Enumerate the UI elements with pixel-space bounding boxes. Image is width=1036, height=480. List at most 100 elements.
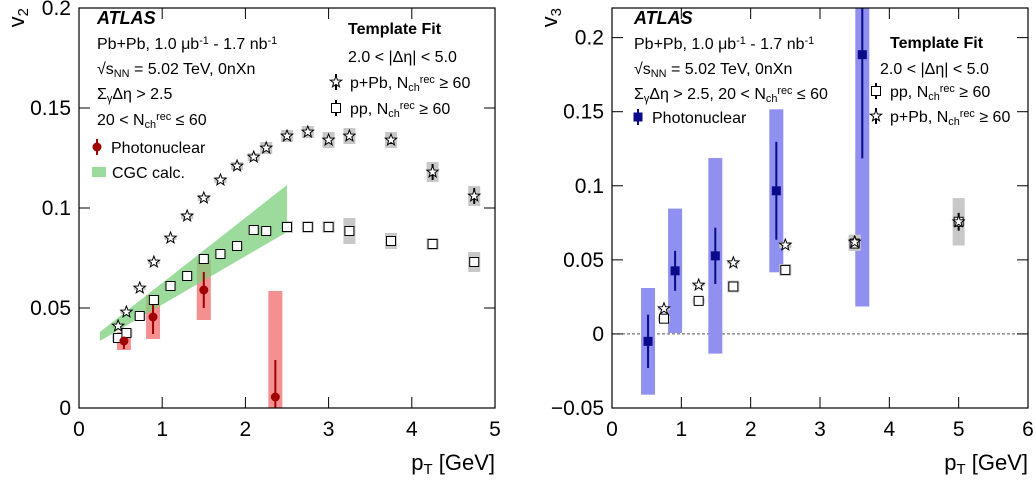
text-part: ≥ 60 <box>955 84 991 101</box>
x-tick-label: 4 <box>406 418 418 441</box>
marker <box>643 336 653 346</box>
info-line: ΣγΔη > 2.5 <box>97 86 172 105</box>
marker <box>163 230 178 245</box>
marker <box>199 285 209 295</box>
marker <box>259 140 274 155</box>
text-part: pp, N <box>350 101 388 118</box>
y-tick-label: −0.05 <box>551 397 604 420</box>
marker <box>270 392 280 402</box>
marker <box>670 266 680 276</box>
text-part: Δη > 2.5, 20 < N <box>649 86 766 103</box>
plot-area <box>612 8 1028 395</box>
y-axis-label: v2 <box>4 8 32 27</box>
marker <box>246 149 261 164</box>
x-tick-label: 2 <box>745 418 757 441</box>
legend-label: p+Pb, Nchrec ≥ 60 <box>350 74 470 94</box>
text-part: Photonuclear <box>652 110 747 127</box>
subscript: γ <box>107 93 113 105</box>
info-line: Pb+Pb, 1.0 μb-1 - 1.7 nb-1 <box>97 35 277 53</box>
marker <box>121 328 132 338</box>
y-tick-label: 0.1 <box>42 197 71 220</box>
marker <box>771 186 781 196</box>
legend-label: CGC calc. <box>112 165 185 182</box>
marker <box>132 280 147 295</box>
marker <box>119 304 134 319</box>
subscript: NN <box>114 68 130 80</box>
x-tick-label: 5 <box>953 418 965 441</box>
text-part: pp, N <box>890 84 928 101</box>
marker <box>165 281 176 291</box>
legend-label: p+Pb, Nchrec ≥ 60 <box>890 108 1010 128</box>
marker <box>282 222 292 232</box>
text-part: [GeV] <box>966 450 1028 475</box>
text-part: [GeV] <box>433 450 495 475</box>
superscript: rec <box>960 108 976 120</box>
text-part: p+Pb, N <box>890 109 948 126</box>
band <box>99 185 287 341</box>
x-tick-label: 6 <box>1022 418 1034 441</box>
x-tick-label: 1 <box>156 418 168 441</box>
superscript: -1 <box>736 35 746 47</box>
marker <box>148 312 158 322</box>
subscript: γ <box>644 93 650 105</box>
text-part: Pb+Pb, 1.0 μb <box>634 36 736 53</box>
y-tick-label: 0.2 <box>575 27 604 50</box>
marker <box>300 124 315 139</box>
superscript: rec <box>156 111 172 123</box>
subscript: ch <box>928 91 940 103</box>
text-part: v <box>4 16 29 27</box>
marker <box>425 164 440 179</box>
marker <box>633 112 643 122</box>
y-tick-label: 0 <box>59 397 71 420</box>
y-axis-label: v3 <box>537 8 565 27</box>
subscript: ch <box>145 119 157 131</box>
marker <box>386 236 396 246</box>
marker <box>693 295 704 306</box>
marker <box>148 295 159 305</box>
x-axis-label: pT [GeV] <box>944 450 1028 478</box>
text-part: Σ <box>97 86 107 103</box>
y-tick-label: 0.2 <box>42 0 71 20</box>
text-part: ≥ 60 <box>435 75 471 92</box>
info-line: 20 < Nchrec ≤ 60 <box>97 111 207 131</box>
marker <box>232 241 243 251</box>
y-tick-label: 0.15 <box>30 97 71 120</box>
atlas-label: ATLAS <box>96 8 156 28</box>
syst-box <box>268 291 283 408</box>
text-part: √s <box>97 61 114 78</box>
superscript: -1 <box>199 35 209 47</box>
marker <box>710 251 720 261</box>
x-tick-label: 0 <box>606 418 618 441</box>
subscript: 3 <box>548 8 565 16</box>
fit-title: Template Fit <box>890 35 984 52</box>
marker <box>198 254 209 264</box>
marker <box>261 226 272 236</box>
superscript: rec <box>777 85 793 97</box>
atlas-label: ATLAS <box>633 8 693 28</box>
text-part: ≥ 60 <box>975 109 1011 126</box>
text-part: - 1.7 nb <box>209 36 268 53</box>
marker <box>780 264 791 275</box>
superscript: rec <box>420 74 436 86</box>
marker <box>302 222 313 232</box>
subscript: ch <box>408 82 420 94</box>
marker <box>691 277 706 292</box>
text-part: CGC calc. <box>112 165 185 182</box>
marker <box>857 50 867 60</box>
text-part: - 1.7 nb <box>746 36 805 53</box>
info-line: ΣγΔη > 2.5, 20 < Nchrec ≤ 60 <box>634 85 828 105</box>
marker <box>321 132 336 147</box>
x-tick-label: 5 <box>489 418 501 441</box>
subscript: 2 <box>15 8 32 16</box>
marker <box>427 239 438 249</box>
marker <box>196 190 211 205</box>
marker <box>868 108 884 123</box>
fit-range: 2.0 < |Δη| < 5.0 <box>880 61 989 78</box>
marker <box>728 281 739 292</box>
text-part: ≤ 60 <box>171 112 207 129</box>
marker <box>344 226 355 236</box>
marker <box>469 257 480 267</box>
text-part: 20 < N <box>97 112 145 129</box>
legend-label: Photonuclear <box>652 110 747 127</box>
